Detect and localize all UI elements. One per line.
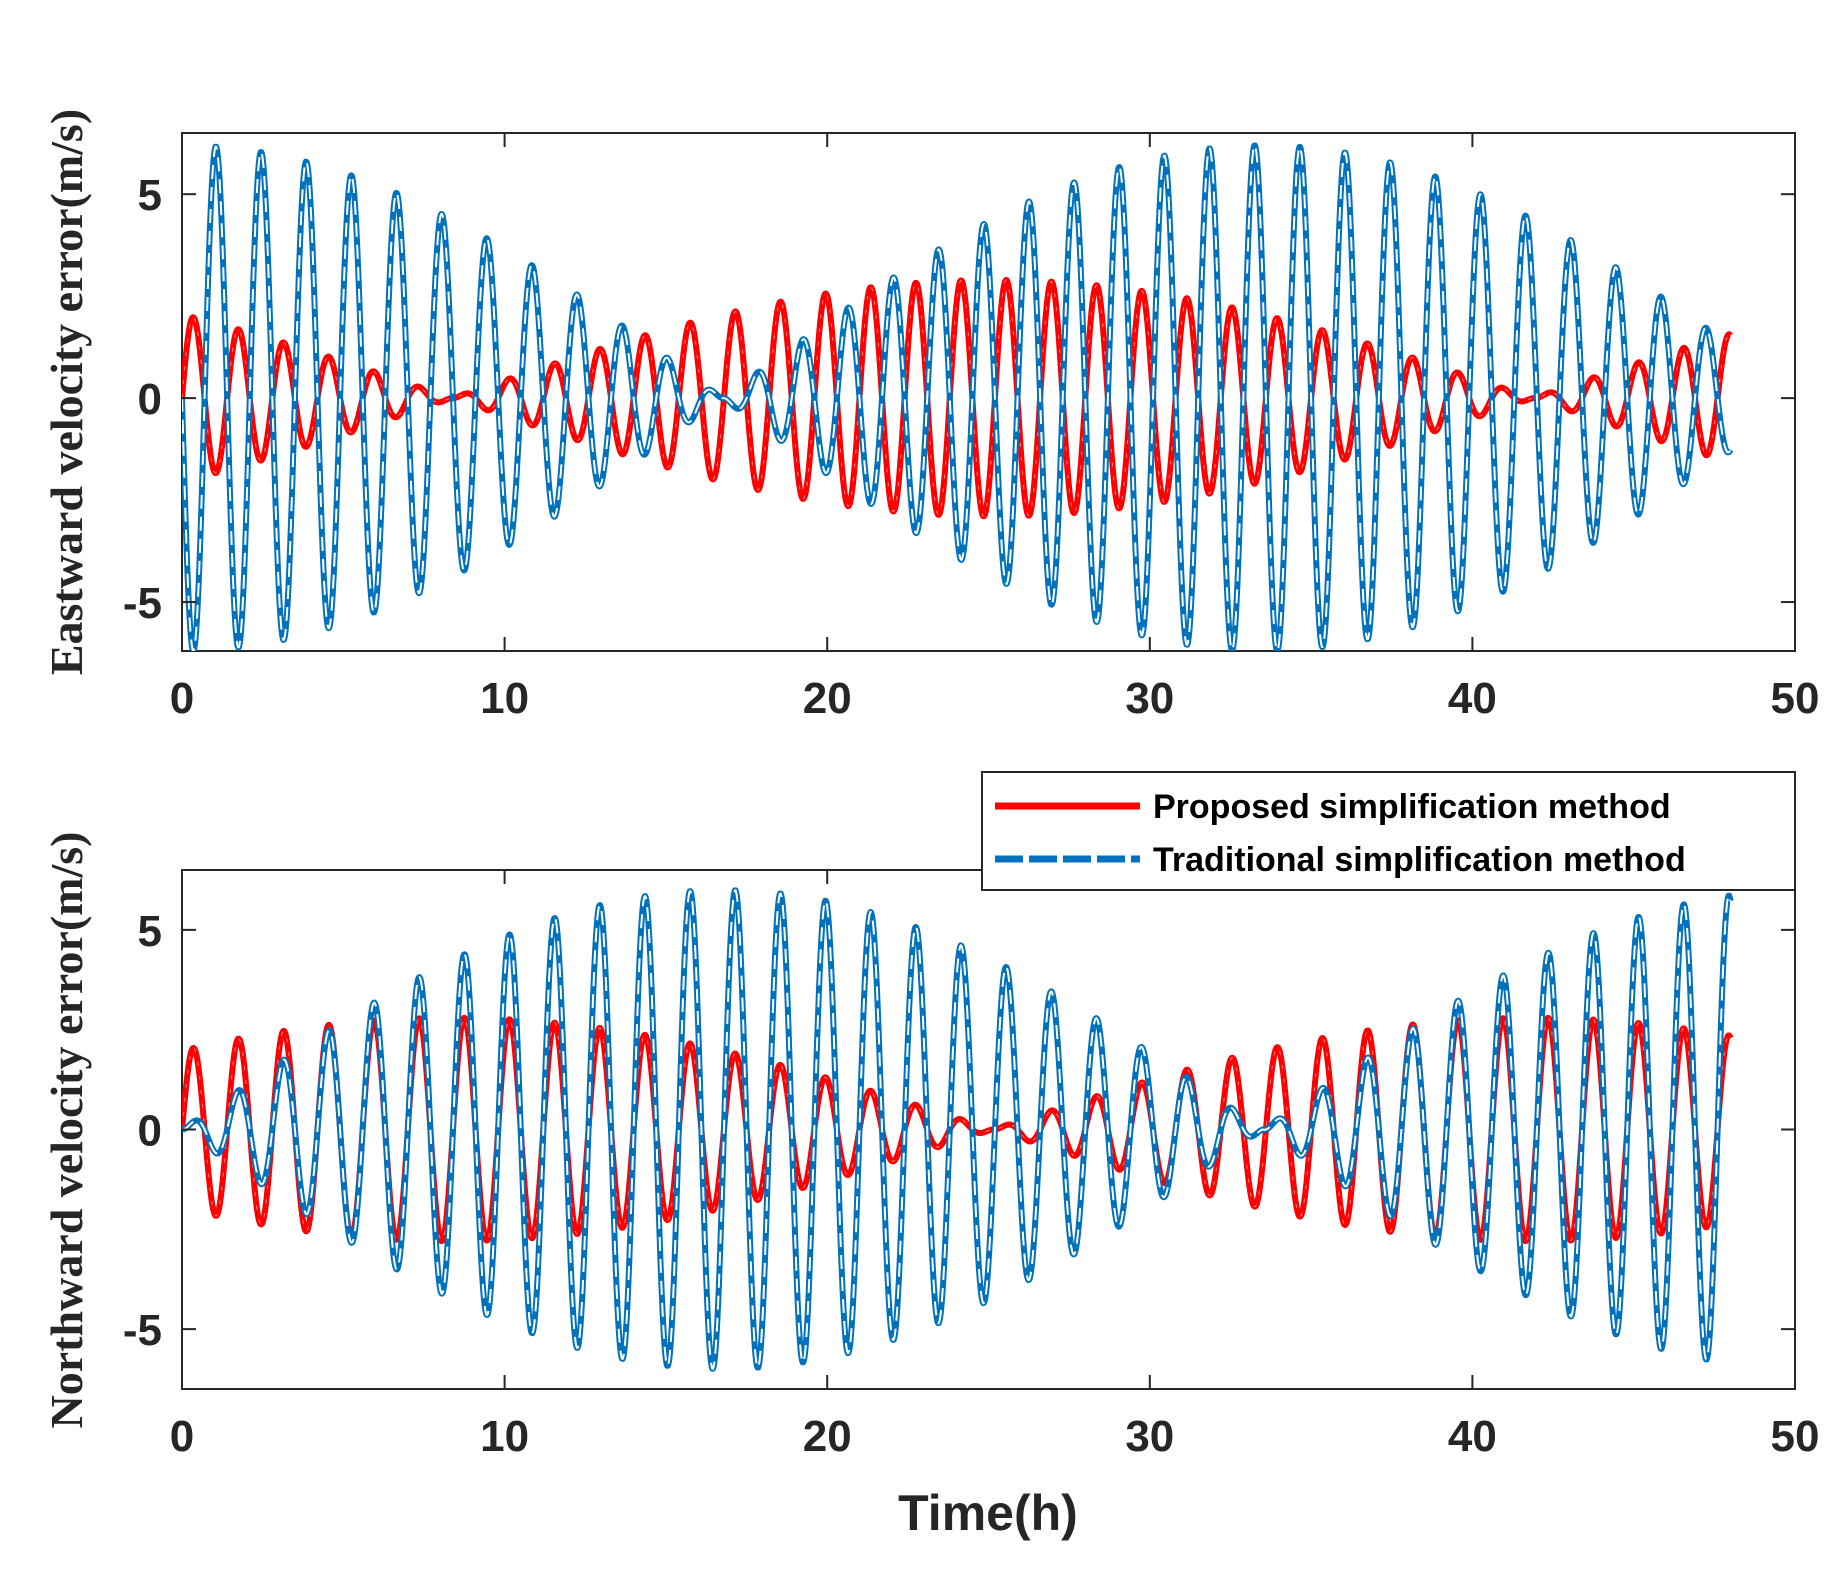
legend-label-traditional: Traditional simplification method xyxy=(1153,841,1686,879)
top-series-group xyxy=(182,142,1734,651)
bottom-x-tick-label: 0 xyxy=(170,1412,194,1461)
top-x-tick-label: 20 xyxy=(803,674,852,723)
bottom-x-tick-label: 40 xyxy=(1448,1412,1497,1461)
top-y-axis-label: Eastward velocity error(m/s) xyxy=(41,109,92,675)
top-x-tick-label: 0 xyxy=(170,674,194,723)
legend-box xyxy=(981,771,1796,891)
bottom-ticks-group: 0 10 20 30 40 50 -5 0 5 xyxy=(123,870,1820,1461)
bottom-x-tick-label: 10 xyxy=(480,1412,529,1461)
bottom-series-group xyxy=(182,887,1734,1372)
top-series-proposed-highlight xyxy=(182,279,1731,517)
bottom-series-traditional-dash-overlay xyxy=(182,889,1732,1370)
top-x-tick-label: 40 xyxy=(1448,674,1497,723)
bottom-y-tick-label: 0 xyxy=(138,1107,162,1156)
bottom-x-tick-label: 50 xyxy=(1771,1412,1820,1461)
top-x-tick-label: 50 xyxy=(1771,674,1820,723)
bottom-y-tick-label: -5 xyxy=(123,1306,162,1355)
top-axes: 0 10 20 30 40 50-505 Eastward velocity error(… xyxy=(41,109,1819,723)
bottom-y-axis-label: Northward velocity error(m/s) xyxy=(41,832,92,1429)
x-axis-label: Time(h) xyxy=(898,1485,1078,1541)
top-x-tick-label: 10 xyxy=(480,674,529,723)
legend-label-proposed: Proposed simplification method xyxy=(1153,788,1671,826)
top-ticks-group: 0 10 20 30 40 50-505 xyxy=(123,133,1820,723)
bottom-y-tick-label: 5 xyxy=(138,907,162,956)
bottom-x-tick-label: 20 xyxy=(803,1412,852,1461)
bottom-x-tick-label: 30 xyxy=(1125,1412,1174,1461)
legend: Proposed simplification method Tradition… xyxy=(981,771,1796,891)
top-series-traditional-dash-overlay xyxy=(182,144,1732,651)
top-x-tick-label: 30 xyxy=(1125,674,1174,723)
bottom-axes: 0 10 20 30 40 50 -5 0 5 Northward velocity error… xyxy=(41,832,1819,1541)
top-y-tick-label: -5 xyxy=(123,579,162,628)
top-y-tick-label: 5 xyxy=(138,171,162,220)
top-y-tick-label: 0 xyxy=(138,375,162,424)
